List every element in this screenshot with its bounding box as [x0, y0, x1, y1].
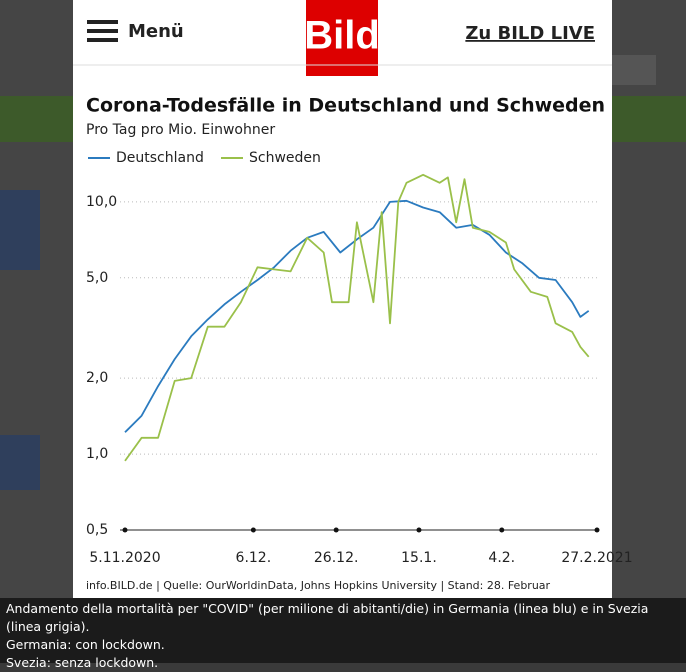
x-tick — [594, 527, 600, 533]
x-tick — [250, 527, 256, 533]
x-tick-label: 4.2. — [488, 550, 515, 566]
legend-label: Schweden — [249, 150, 321, 166]
menu-icon — [87, 20, 118, 42]
legend-label: Deutschland — [116, 150, 204, 166]
logo-box[interactable] — [306, 0, 378, 76]
chart-source: info.BILD.de | Quelle: OurWorldinData, J… — [86, 579, 551, 592]
article-image — [73, 0, 612, 598]
site-input — [612, 55, 656, 85]
caption-line: Andamento della mortalità per "COVID" (p… — [6, 601, 649, 634]
y-tick-label: 10,0 — [86, 194, 117, 210]
x-tick-label: 15.1. — [401, 550, 437, 566]
x-tick-label: 5.11.2020 — [89, 550, 160, 566]
x-tick — [416, 527, 422, 533]
caption-line: Germania: con lockdown. — [6, 637, 165, 652]
series-line — [124, 173, 590, 462]
x-tick-label: 26.12. — [314, 550, 359, 566]
site-block — [0, 190, 40, 270]
menu-label[interactable]: Menü — [128, 21, 184, 42]
series-line — [124, 199, 590, 433]
chart-subtitle: Pro Tag pro Mio. Einwohner — [86, 122, 275, 138]
x-tick-label: 27.2.2021 — [561, 550, 632, 566]
x-tick — [499, 527, 505, 533]
x-tick — [122, 527, 128, 533]
y-tick-label: 1,0 — [86, 446, 108, 462]
chart-title: Corona-Todesfälle in Deutschland und Sch… — [86, 95, 605, 117]
y-tick-label: 5,0 — [86, 270, 108, 286]
logo[interactable]: Bild — [304, 14, 380, 58]
live-link[interactable]: Zu BILD LIVE — [465, 23, 595, 44]
caption-line: Svezia: senza lockdown. — [6, 655, 159, 670]
x-tick-label: 6.12. — [236, 550, 272, 566]
x-tick — [333, 527, 339, 533]
y-tick-label: 2,0 — [86, 370, 108, 386]
caption: Andamento della mortalità per "COVID" (p… — [0, 598, 686, 670]
site-block — [0, 435, 40, 490]
y-tick-label: 0,5 — [86, 522, 108, 538]
